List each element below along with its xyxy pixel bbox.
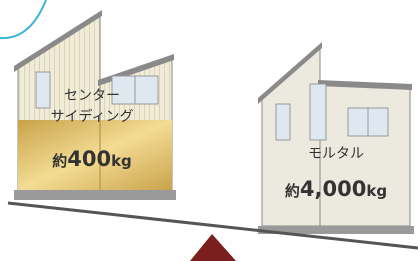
right-label: モルタル (308, 146, 364, 162)
left-label-line: サイディング (50, 108, 133, 125)
weight-number: 4,000 (300, 177, 366, 201)
scale-illustration: センター サイディング 約400kg モルタル 約4,000kg (0, 0, 418, 261)
badge-arc (0, 0, 46, 38)
weight-number: 400 (67, 147, 111, 171)
weight-unit: kg (366, 182, 387, 200)
page: センター サイディング 約400kg モルタル 約4,000kg (() => … (0, 0, 418, 261)
weight-prefix: 約 (285, 182, 300, 200)
fulcrum (190, 234, 236, 261)
weight-prefix: 約 (52, 152, 67, 170)
left-house (14, 10, 176, 200)
left-label-line: センター (64, 88, 120, 104)
weight-unit: kg (111, 152, 132, 170)
right-house (258, 42, 414, 234)
